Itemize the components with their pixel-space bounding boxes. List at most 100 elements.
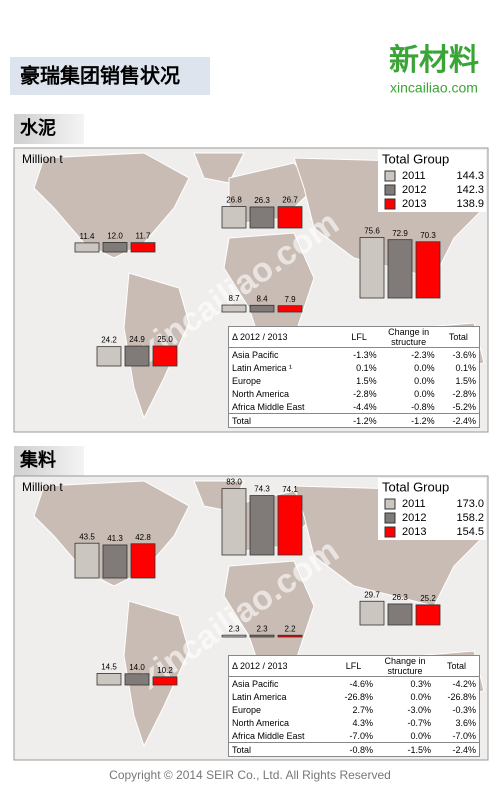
legend-total: 142.3 xyxy=(456,184,484,196)
legend-swatch xyxy=(384,184,396,196)
legend-title: Total Group xyxy=(382,151,449,166)
header-cell: Change in structure xyxy=(379,326,438,348)
value-label: 14.5 xyxy=(101,663,117,672)
table-row: Europe 2.7% -3.0% -0.3% xyxy=(229,703,480,716)
table-cell: -0.3% xyxy=(452,704,476,715)
table-cell: -4.4% xyxy=(353,401,377,412)
header-cell: Δ 2012 / 2013 xyxy=(228,326,339,348)
bar xyxy=(387,239,413,299)
value-label: 10.2 xyxy=(157,666,173,675)
header-cell: Total xyxy=(433,655,480,677)
table-cell: North America xyxy=(232,388,290,399)
legend xyxy=(378,150,486,212)
legend-label: 2011 xyxy=(402,170,426,182)
value-label: 43.5 xyxy=(79,532,95,541)
legend-swatch xyxy=(384,512,396,524)
legend-label: 2011 xyxy=(402,498,426,510)
table-cell: 3.6% xyxy=(455,717,476,728)
table-cell: 0.0% xyxy=(410,691,431,702)
legend-label: 2013 xyxy=(402,526,426,538)
value-label: 74.1 xyxy=(282,485,298,494)
value-label: 12.0 xyxy=(107,232,123,241)
bar xyxy=(102,241,128,253)
legend-total: 144.3 xyxy=(456,170,484,182)
table-row: Total -0.8% -1.5% -2.4% xyxy=(228,742,480,757)
table-cell: Europe xyxy=(232,704,262,715)
legend-title: Total Group xyxy=(382,479,449,494)
table-cell: -4.6% xyxy=(349,678,373,689)
table-cell: Latin America ¹ xyxy=(232,362,293,373)
bar xyxy=(221,206,247,229)
table-cell: 0.0% xyxy=(410,730,431,741)
logo-url: xincailiao.com xyxy=(390,80,478,96)
value-label: 25.2 xyxy=(420,594,436,603)
legend-total: 173.0 xyxy=(456,498,484,510)
legend-swatch xyxy=(384,526,396,538)
table-cell: Europe xyxy=(232,375,262,386)
table-cell: 4.3% xyxy=(352,717,373,728)
table-header: Δ 2012 / 2013 LFL Change in structure Total xyxy=(228,326,480,348)
table-row: Asia Pacific -1.3% -2.3% -3.6% xyxy=(229,348,480,362)
table-cell: -3.6% xyxy=(452,349,476,360)
value-label: 14.0 xyxy=(129,663,145,672)
table-cell: -3.0% xyxy=(407,704,431,715)
legend-label: 2013 xyxy=(402,198,426,210)
title-box xyxy=(10,57,210,95)
table-row: North America 4.3% -0.7% 3.6% xyxy=(229,716,480,729)
table-cell: 0.0% xyxy=(414,375,435,386)
table-cell: -0.7% xyxy=(407,717,431,728)
value-label: 70.3 xyxy=(420,231,436,240)
legend-total: 154.5 xyxy=(456,526,484,538)
value-label: 2.3 xyxy=(256,624,268,633)
value-label: 26.7 xyxy=(282,196,298,205)
table-cell: -2.8% xyxy=(452,388,476,399)
value-label: 25.0 xyxy=(157,335,173,344)
table-cell: 2.7% xyxy=(352,704,373,715)
table-cell: -0.8% xyxy=(331,742,376,757)
bar xyxy=(249,495,275,556)
value-label: 74.3 xyxy=(254,485,270,494)
table-cell: Africa Middle East xyxy=(232,730,305,741)
table-cell: 1.5% xyxy=(356,375,377,386)
bar xyxy=(415,241,441,299)
header-cell: LFL xyxy=(331,655,376,677)
legend-total: 138.9 xyxy=(456,198,484,210)
value-label: 7.9 xyxy=(284,295,296,304)
bar xyxy=(152,676,178,686)
table-cell: -2.4% xyxy=(433,742,480,757)
bar xyxy=(359,237,385,299)
page-title: 豪瑞集团销售状况 xyxy=(20,63,180,87)
value-label: 75.6 xyxy=(364,227,380,236)
value-label: 24.9 xyxy=(129,335,145,344)
table-cell: 0.0% xyxy=(414,362,435,373)
value-label: 8.7 xyxy=(228,294,240,303)
section-box xyxy=(14,114,84,144)
table-cell: Latin America xyxy=(232,691,287,702)
section-box xyxy=(14,446,84,476)
table-row: Africa Middle East -4.4% -0.8% -5.2% xyxy=(229,400,480,414)
legend-label: 2012 xyxy=(402,184,426,196)
bar xyxy=(152,345,178,367)
bar xyxy=(277,495,303,556)
table-cell: 0.1% xyxy=(356,362,377,373)
legend-label: 2012 xyxy=(402,512,426,524)
table-row: Asia Pacific -4.6% 0.3% -4.2% xyxy=(229,677,480,691)
legend xyxy=(378,478,486,540)
value-label: 8.4 xyxy=(256,294,268,303)
data-table: Δ 2012 / 2013 LFL Change in structure Total… xyxy=(228,326,480,428)
bar xyxy=(124,345,150,367)
y-label: Million t xyxy=(22,480,63,494)
value-label: 2.2 xyxy=(284,624,296,633)
bar xyxy=(130,242,156,253)
bar xyxy=(221,488,247,556)
value-label: 42.8 xyxy=(135,533,151,542)
table-cell: -0.8% xyxy=(411,401,435,412)
table-row: Africa Middle East -7.0% 0.0% -7.0% xyxy=(229,729,480,743)
bar xyxy=(221,304,247,313)
bar xyxy=(96,673,122,686)
value-label: 11.7 xyxy=(136,232,152,241)
data-table: Δ 2012 / 2013 LFL Change in structure Total… xyxy=(228,655,480,757)
header-cell: Δ 2012 / 2013 xyxy=(228,655,332,677)
table-cell: -5.2% xyxy=(452,401,476,412)
